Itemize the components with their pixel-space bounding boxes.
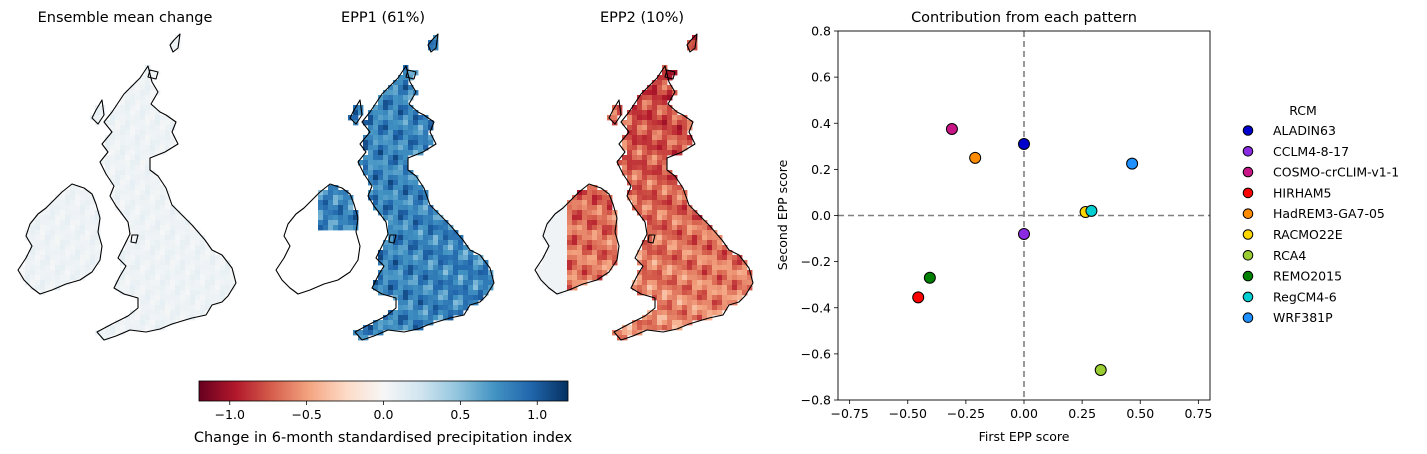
map-title-epp1: EPP1 (61%) [341,10,425,26]
coastline [427,33,439,53]
legend-title: RCM [1289,103,1317,118]
map-title-mean: Ensemble mean change [38,10,213,26]
point-cclm4-8-17 [1018,227,1030,240]
legend-marker-aladin63 [1242,125,1254,136]
x-tick-label: −0.25 [947,406,985,421]
y-tick-label: 0.6 [811,70,831,85]
x-tick-label: 0.25 [1068,406,1096,421]
scatter-plot: −0.75 −0.50 −0.25 0.00 0.25 0.50 0.75 −0.8 −0.6… [775,24,1212,445]
legend-marker-remo2015 [1242,270,1254,282]
x-tick-label: 0.00 [1010,406,1038,421]
point-cosmo-crclim-v1-1 [945,123,958,136]
map-cells [20,35,236,341]
point-aladin63 [1018,138,1030,151]
coastline [613,65,754,341]
legend-marker-regcm4-6 [1242,291,1254,303]
y-tick-label: 0.2 [811,162,831,177]
y-tick-label: 0.8 [811,24,831,39]
coastline [17,183,103,295]
legend-marker-cosmo-crclim-v1-1 [1242,166,1254,178]
colorbar-tick-label: 1.0 [527,407,547,422]
legend-marker-rca4 [1242,250,1254,261]
y-tick-label: −0.8 [801,393,831,408]
point-hadrem3-ga7-05 [969,151,982,164]
coastline [96,65,237,341]
coastline [608,99,622,125]
colorbar-label: Change in 6-month standardised precipita… [194,430,573,446]
map-ensemble-mean [17,33,237,341]
coastline [275,183,361,295]
y-axis-label: Second EPP score [775,159,790,270]
x-tick-label: 0.50 [1126,406,1154,421]
colorbar-tick-label: 0.5 [450,407,470,422]
y-tick-label: −0.4 [801,300,831,315]
coastline [388,234,397,244]
legend-marker-hadrem3-ga7-05 [1242,208,1254,219]
colorbar-tick-label: −0.5 [291,407,321,422]
map-cells [318,35,494,341]
legend-marker-racmo22e [1242,229,1254,240]
legend-label-regcm4-6: RegCM4-6 [1273,289,1337,304]
coastline [130,234,139,244]
legend-label-racmo22e: RACMO22E [1273,227,1343,242]
y-tick-label: −0.2 [801,254,831,269]
y-tick-label: 0.0 [811,208,831,223]
legend-marker-wrf381p [1242,312,1254,324]
coastline [647,234,656,244]
legend-label-remo2015: REMO2015 [1273,269,1342,284]
x-tick-label: 0.75 [1184,406,1212,421]
colorbar-gradient [198,380,569,402]
coastline [664,69,676,80]
point-hirham5 [912,291,925,304]
legend-label-aladin63: ALADIN63 [1273,123,1336,138]
legend-marker-cclm4-8-17 [1242,146,1254,157]
point-regcm4-6 [1085,204,1098,217]
legend-label-hadrem3-ga7-05: HadREM3-GA7-05 [1273,206,1385,221]
coastline [147,69,159,80]
scatter-title: Contribution from each pattern [911,10,1137,26]
map-title-epp2: EPP2 (10%) [600,10,684,26]
map-cells [537,35,753,341]
colorbar-tick-label: 0.0 [374,407,394,422]
legend-marker-hirham5 [1242,187,1254,199]
x-axis-label: First EPP score [979,429,1070,444]
point-rca4 [1094,364,1107,377]
legend-label-cclm4-8-17: CCLM4-8-17 [1273,144,1349,159]
x-tick-label: −0.75 [830,406,868,421]
legend-label-wrf381p: WRF381P [1273,310,1333,325]
coastline [91,99,105,125]
coastline [534,183,620,295]
legend-label-cosmo-crclim-v1-1: COSMO-crCLIM-v1-1 [1273,165,1399,180]
legend-label-rca4: RCA4 [1273,248,1306,263]
point-wrf381p [1126,157,1139,170]
coastline [405,69,417,80]
x-tick-label: −0.50 [889,406,927,421]
point-remo2015 [923,271,936,284]
colorbar-tick-label: −1.0 [215,407,245,422]
map-epp2 [534,33,754,341]
legend: RCM ALADIN63 CCLM4-8-17 COSMO-crCLIM-v1-1 H… [1242,103,1399,325]
coastline [686,33,698,53]
colorbar: −1.0 −0.5 0.0 0.5 1.0 Change in 6-month stan… [194,380,573,446]
coastline [354,65,495,341]
y-tick-label: 0.4 [811,116,831,131]
coastline [169,33,181,53]
legend-label-hirham5: HIRHAM5 [1273,185,1331,200]
coastline [349,99,363,125]
y-tick-label: −0.6 [801,346,831,361]
map-epp1 [275,33,495,341]
